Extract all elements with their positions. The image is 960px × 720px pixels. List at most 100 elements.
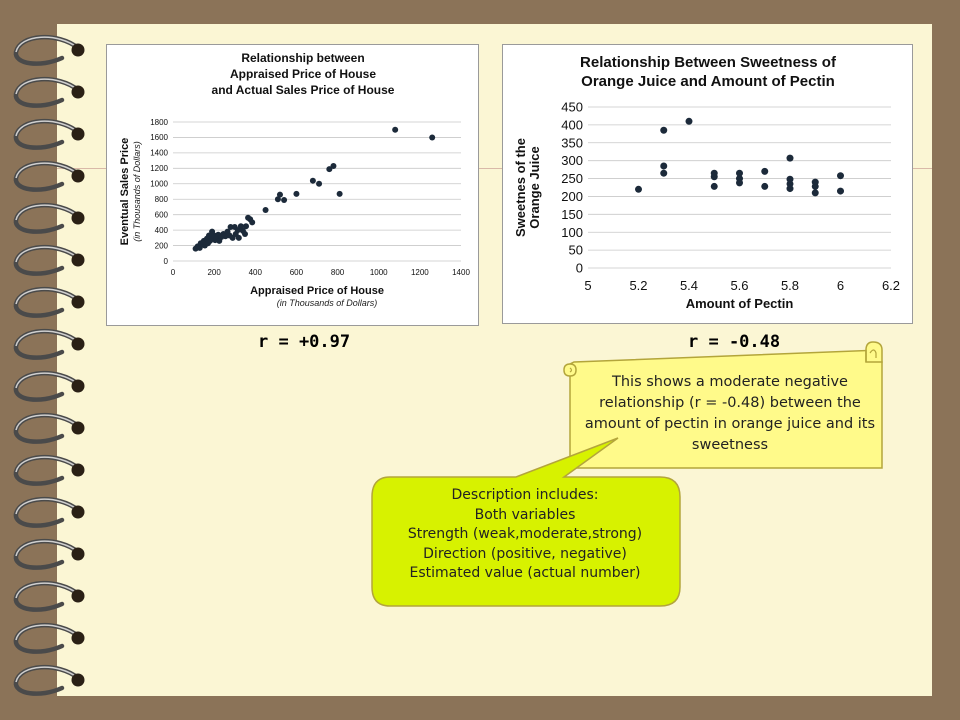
y-tick-label: 200 (561, 189, 583, 204)
scroll-callout (563, 341, 883, 469)
data-point (227, 224, 234, 231)
chart-title: Appraised Price of House (230, 67, 376, 81)
data-point (316, 180, 323, 187)
ring-highlight (15, 582, 79, 599)
data-point (736, 169, 743, 177)
pectin-sweetness-scatter-plot: Relationship Between Sweetness of Orange … (513, 54, 900, 311)
x-tick-label: 0 (171, 268, 176, 277)
y-tick-label: 800 (155, 195, 169, 204)
y-tick-label: 200 (155, 241, 169, 250)
ring-highlight (15, 456, 79, 473)
data-point (736, 179, 743, 187)
y-tick-label: 1200 (150, 164, 168, 173)
y-tick-label: 1400 (150, 149, 168, 158)
x-tick-label: 5.4 (680, 278, 698, 293)
data-point (811, 189, 819, 197)
ring-highlight (15, 330, 79, 347)
binding-ring (13, 539, 85, 570)
binding-hole (71, 85, 85, 99)
y-tick-label: 300 (561, 153, 583, 168)
x-axis-label: Amount of Pectin (686, 296, 794, 311)
correlation-label-house: r = +0.97 (258, 332, 351, 352)
ring-highlight (15, 288, 79, 305)
data-point (786, 154, 794, 162)
ring-highlight (15, 624, 79, 641)
description-line: Direction (positive, negative) (423, 545, 627, 562)
binding-hole (71, 673, 85, 687)
data-point (235, 234, 242, 241)
y-tick-label: 1600 (150, 133, 168, 142)
y-tick-label: 450 (561, 100, 583, 115)
y-axis-sublabel: (in Thousands of Dollars) (132, 141, 142, 242)
description-callout (371, 437, 681, 607)
y-tick-label: 250 (561, 171, 583, 186)
y-tick-label: 350 (561, 135, 583, 150)
y-tick-label: 0 (576, 261, 583, 276)
y-axis-label: Sweetnes of the (513, 138, 528, 237)
data-point (660, 126, 668, 134)
data-point (309, 177, 316, 184)
house-price-chart: Relationship between Appraised Price of H… (106, 44, 479, 326)
binding-hole (71, 589, 85, 603)
binding-hole (71, 631, 85, 645)
binding-ring (13, 245, 85, 276)
description-line: Both variables (474, 506, 576, 523)
ring-highlight (15, 372, 79, 389)
y-tick-label: 100 (561, 225, 583, 240)
scroll-callout-text: This shows a moderate negative relations… (584, 374, 876, 453)
correlation-label-pectin: r = -0.48 (688, 332, 781, 352)
ring-highlight (15, 666, 79, 683)
spiral-binding (13, 35, 85, 696)
binding-hole (71, 505, 85, 519)
binding-hole (71, 253, 85, 267)
x-axis-label: Appraised Price of House (250, 285, 384, 297)
binding-ring (13, 203, 85, 234)
x-tick-label: 5.2 (629, 278, 647, 293)
x-tick-label: 5 (584, 278, 591, 293)
binding-hole (71, 211, 85, 225)
binding-hole (71, 379, 85, 393)
binding-hole (71, 463, 85, 477)
y-tick-label: 1000 (150, 180, 168, 189)
data-point (336, 190, 343, 197)
data-point (811, 182, 819, 190)
description-line: Strength (weak,moderate,strong) (407, 526, 643, 542)
data-point (660, 162, 668, 170)
ring-highlight (15, 498, 79, 515)
binding-hole (71, 295, 85, 309)
binding-ring (13, 161, 85, 192)
x-tick-label: 6.2 (882, 278, 900, 293)
data-point (243, 223, 250, 230)
binding-ring (13, 35, 85, 66)
x-tick-label: 600 (290, 268, 304, 277)
data-point (837, 172, 844, 180)
x-tick-label: 6 (837, 278, 844, 293)
x-tick-label: 200 (207, 268, 221, 277)
ring-highlight (15, 414, 79, 431)
y-tick-label: 50 (569, 243, 583, 258)
ring-highlight (15, 162, 79, 179)
x-tick-label: 1400 (452, 268, 470, 277)
binding-hole (71, 421, 85, 435)
chart-title: Relationship Between Sweetness of (580, 54, 837, 71)
ring-highlight (15, 540, 79, 557)
chart-title: Relationship between (241, 51, 364, 65)
binding-hole (71, 127, 85, 141)
x-tick-label: 5.8 (781, 278, 799, 293)
binding-ring (13, 455, 85, 486)
data-point (237, 223, 244, 230)
data-point (635, 185, 642, 193)
data-point (660, 169, 668, 177)
binding-ring (13, 329, 85, 360)
y-tick-label: 1800 (150, 118, 168, 127)
data-point (392, 126, 399, 133)
y-tick-label: 400 (561, 117, 583, 132)
binding-ring (13, 413, 85, 444)
data-point (249, 219, 256, 226)
description-line: Estimated value (actual number) (409, 565, 641, 581)
binding-hole (71, 547, 85, 561)
data-point (326, 166, 333, 173)
binding-hole (71, 169, 85, 183)
x-tick-label: 800 (331, 268, 345, 277)
binding-ring (13, 497, 85, 528)
